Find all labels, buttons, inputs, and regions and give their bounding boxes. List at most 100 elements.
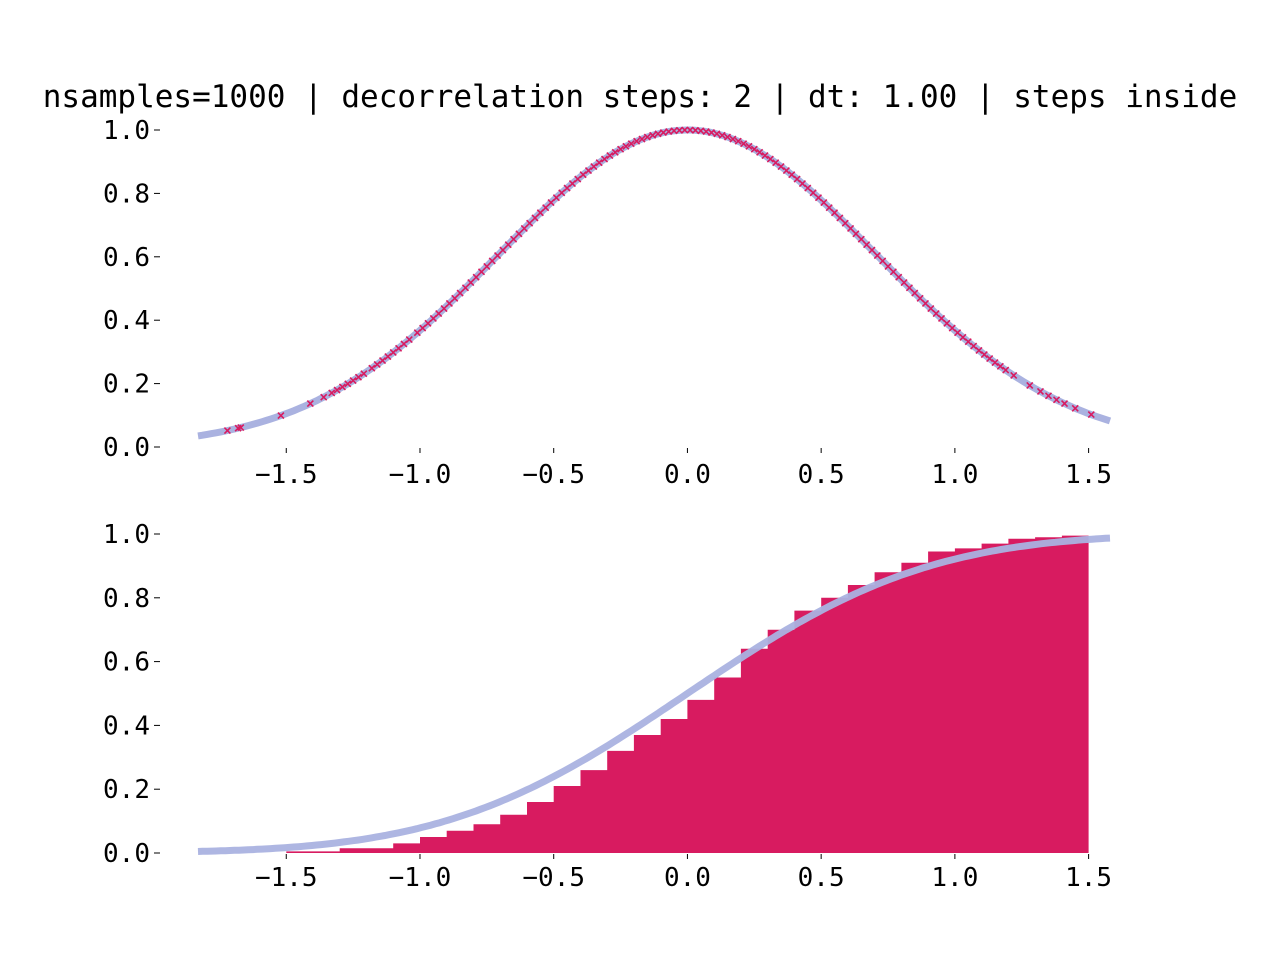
sample-point [413,329,421,337]
x-tick-label: −1.5 [255,863,318,893]
sample-point [911,289,919,297]
sample-point [900,278,908,287]
sample-point [277,411,285,420]
sample-point [378,357,387,365]
chart-title: nsamples=1000 | decorrelation steps: 2 |… [43,79,1237,115]
sample-point [884,262,892,270]
x-tick-label: −0.5 [522,863,585,893]
sample-point [493,251,502,260]
sample-point [654,130,662,138]
sample-point [665,127,673,136]
x-tick-label: 1.0 [931,460,978,490]
x-tick-label: 0.0 [664,863,711,893]
sample-point [547,199,555,207]
sample-point [360,370,368,378]
sample-point [729,135,737,143]
sample-point [429,314,437,323]
sample-point [734,137,742,145]
sample-point [445,299,453,307]
sample-point [772,159,780,167]
sample-point [718,131,726,139]
sample-point [1087,411,1095,419]
sample-point [451,294,459,302]
sample-point [750,145,758,153]
sample-point [373,360,381,369]
sample-point [932,309,940,318]
sample-point [584,166,593,175]
sample-point [782,166,790,175]
x-tick-label: 1.5 [1065,863,1112,893]
sample-point [467,278,475,287]
cdf-curve [197,534,1111,855]
sample-point [986,355,994,363]
sample-point [419,324,427,332]
sample-point [980,350,988,359]
sample-point [384,353,392,361]
sample-point [879,257,887,265]
sample-point [504,241,512,249]
x-tick-label: −1.5 [255,460,318,490]
sample-point [542,204,550,212]
sample-point [1036,387,1045,396]
sample-point [745,142,753,150]
x-tick-label: 0.5 [798,863,845,893]
sample-point [814,194,823,202]
sample-point [1010,371,1018,380]
y-tick-label: 0.2 [103,775,150,805]
sample-point [354,373,363,381]
sample-point [857,235,865,243]
sample-point [483,262,491,270]
sample-point [344,380,352,388]
sample-point [1052,396,1061,404]
sample-point [515,230,523,238]
sample-point [536,209,544,217]
sample-point [937,314,946,323]
sample-point [702,127,710,136]
sample-point [948,324,956,332]
x-tick-label: 0.5 [798,460,845,490]
sample-point [499,246,507,254]
x-tick-label: 1.5 [1065,460,1112,490]
sample-point [1002,366,1010,374]
sample-point [440,304,448,313]
sample-point [895,273,903,281]
sample-point [927,304,935,313]
sample-point [836,214,844,222]
sample-point [943,319,951,327]
sample-point [996,362,1004,370]
sample-point [991,358,999,367]
sample-point [320,393,328,401]
sample-point [600,155,609,163]
sample-point [863,241,871,249]
sample-point [461,284,470,292]
sample-point [510,235,518,243]
sample-point [627,140,635,148]
sample-point [740,140,748,148]
bottom-panel: 0.0 0.2 0.4 0.6 0.8 1.0 −1.5 −1.0 −0.5 0.0 0.5 1.0 1… [103,520,1112,893]
sample-point [916,294,924,302]
sample-point [873,251,881,260]
y-tick-label: 1.0 [103,116,150,146]
y-tick-label: 1.0 [103,520,150,550]
sample-point [617,145,625,153]
sample-point [638,135,646,143]
sample-point [761,152,769,160]
sample-point [889,268,897,276]
sample-point [643,133,651,141]
y-tick-label: 0.6 [103,243,150,273]
sample-point [435,309,443,318]
y-tick-label: 0.4 [103,711,150,741]
sample-point [477,268,486,276]
y-tick-label: 0.0 [103,839,150,869]
sample-point [649,131,657,139]
x-tick-label: −1.0 [389,460,452,490]
sample-point [847,224,855,233]
y-tick-label: 0.2 [103,370,150,400]
sample-point [223,426,231,435]
x-tick-label: −0.5 [522,460,585,490]
sample-point [622,142,630,150]
sample-point [526,219,534,227]
sample-point [723,133,732,141]
sample-point [611,148,619,156]
